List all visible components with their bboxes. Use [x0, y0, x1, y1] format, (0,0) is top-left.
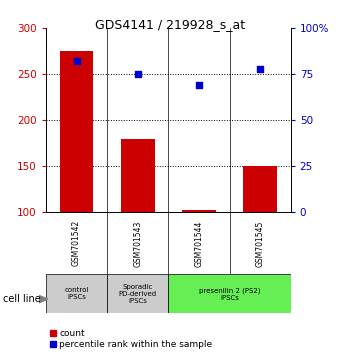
Point: [196, 82, 202, 88]
Point: [135, 72, 140, 77]
Text: GSM701543: GSM701543: [133, 220, 142, 267]
Legend: count, percentile rank within the sample: count, percentile rank within the sample: [50, 329, 212, 349]
Bar: [121, 139, 154, 212]
Polygon shape: [39, 295, 48, 303]
Text: control
IPSCs: control IPSCs: [64, 287, 89, 300]
Bar: [46, 274, 107, 313]
Text: GSM701545: GSM701545: [256, 220, 265, 267]
Text: presenilin 2 (PS2)
iPSCs: presenilin 2 (PS2) iPSCs: [199, 287, 260, 301]
Bar: [243, 166, 277, 212]
Bar: [168, 274, 291, 313]
Text: GDS4141 / 219928_s_at: GDS4141 / 219928_s_at: [95, 18, 245, 31]
Bar: [107, 274, 168, 313]
Bar: [182, 210, 216, 212]
Bar: [60, 51, 93, 212]
Text: GSM701544: GSM701544: [194, 220, 203, 267]
Point: [257, 66, 263, 72]
Point: [74, 59, 79, 64]
Text: GSM701542: GSM701542: [72, 220, 81, 267]
Text: Sporadic
PD-derived
iPSCs: Sporadic PD-derived iPSCs: [119, 284, 157, 304]
Text: cell line: cell line: [3, 294, 41, 304]
